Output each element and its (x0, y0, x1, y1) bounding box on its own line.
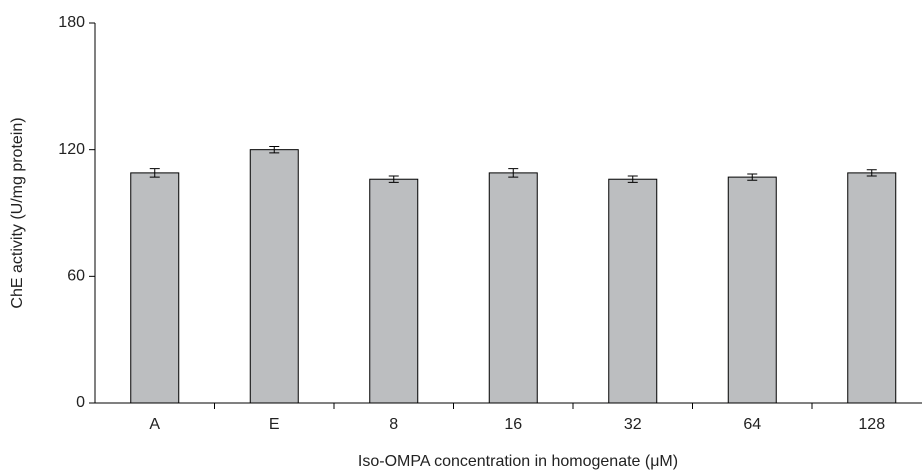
x-axis-title: Iso-OMPA concentration in homogenate (μM… (358, 453, 678, 470)
error-bar (388, 175, 399, 183)
x-tick-label: 8 (389, 416, 398, 433)
x-tick-label: A (149, 416, 160, 433)
y-axis-title: ChE activity (U/mg protein) (9, 117, 26, 308)
x-tick-label: 128 (858, 416, 885, 433)
x-tick-label: 32 (624, 416, 642, 433)
y-tick-label: 0 (76, 394, 85, 411)
error-bar (508, 168, 519, 178)
error-bar (149, 168, 160, 178)
y-tick-label: 180 (58, 14, 85, 31)
bar (488, 172, 538, 404)
x-tick-label: E (269, 416, 280, 433)
error-bar (269, 146, 280, 154)
bar (369, 178, 419, 404)
x-tick-label: 64 (743, 416, 761, 433)
bar (847, 172, 897, 404)
bar (130, 172, 180, 404)
y-tick-label: 120 (58, 141, 85, 158)
bar (249, 149, 299, 404)
bar (608, 178, 658, 404)
error-bar (627, 175, 638, 183)
x-tick-label: 16 (504, 416, 522, 433)
error-bar (866, 169, 877, 177)
bar (727, 176, 777, 404)
error-bar (747, 173, 758, 181)
y-tick-label: 60 (67, 268, 85, 285)
